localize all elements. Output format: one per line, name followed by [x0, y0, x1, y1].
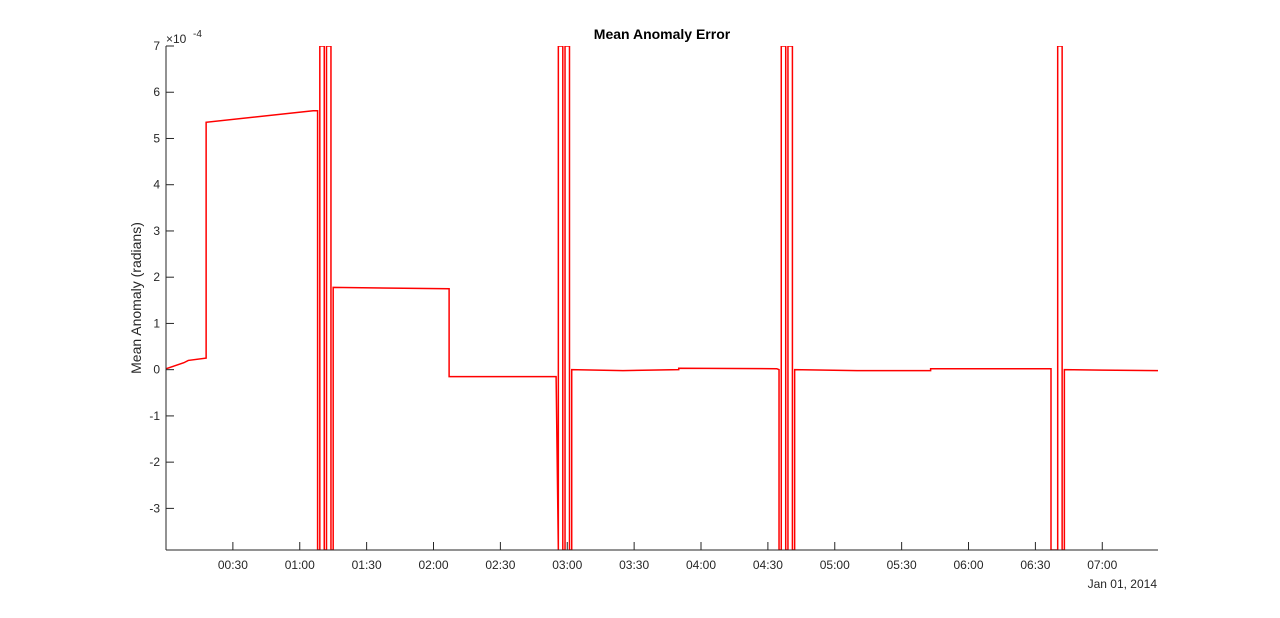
x-tick-label: 05:30	[887, 558, 917, 572]
y-tick-label: 7	[153, 39, 160, 53]
x-date-label: Jan 01, 2014	[1088, 577, 1158, 591]
y-tick-label: 3	[153, 224, 160, 238]
y-exponent-power: -4	[193, 29, 202, 40]
series-line-0	[166, 46, 1158, 550]
y-exponent-base: ×10	[166, 32, 187, 46]
x-tick-label: 06:00	[954, 558, 984, 572]
x-axis-ticks: 00:30 01:00 01:30 02:00 02:30 03:00 03:30 04:00…	[218, 542, 1118, 572]
y-tick-label: 1	[153, 316, 160, 330]
y-exponent: ×10 -4	[166, 29, 202, 46]
y-axis-ticks: -3 -2 -1 0 1 2 3 4 5 6 7	[149, 39, 174, 515]
x-tick-label: 03:30	[619, 558, 649, 572]
y-tick-label: -3	[149, 501, 160, 515]
x-tick-label: 01:00	[285, 558, 315, 572]
x-tick-label: 03:00	[552, 558, 582, 572]
x-tick-label: 06:30	[1020, 558, 1050, 572]
x-tick-label: 04:30	[753, 558, 783, 572]
x-tick-label: 05:00	[820, 558, 850, 572]
y-tick-label: 2	[153, 270, 160, 284]
x-tick-label: 01:30	[352, 558, 382, 572]
x-tick-label: 00:30	[218, 558, 248, 572]
x-tick-label: 04:00	[686, 558, 716, 572]
chart-title: Mean Anomaly Error	[594, 26, 731, 42]
y-tick-label: 5	[153, 131, 160, 145]
x-tick-label: 02:30	[485, 558, 515, 572]
plot-area	[165, 46, 1158, 551]
y-tick-label: -2	[149, 455, 160, 469]
y-tick-label: -1	[149, 409, 160, 423]
x-tick-label: 02:00	[418, 558, 448, 572]
y-tick-label: 0	[153, 363, 160, 377]
y-axis-label: Mean Anomaly (radians)	[128, 222, 144, 374]
x-tick-label: 07:00	[1087, 558, 1117, 572]
y-tick-label: 6	[153, 85, 160, 99]
y-tick-label: 4	[153, 178, 160, 192]
